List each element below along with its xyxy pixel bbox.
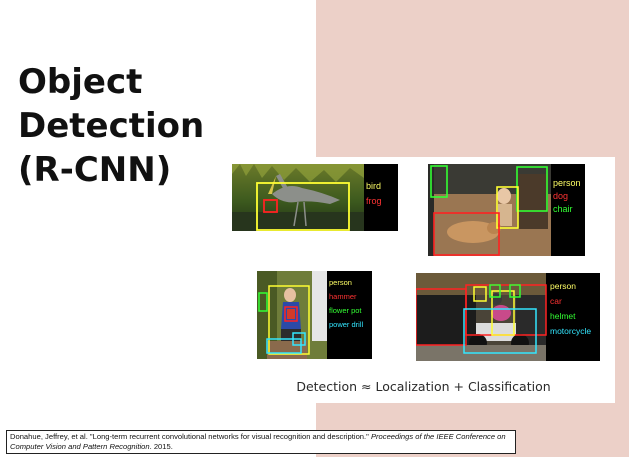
title-line-3: (R-CNN) (18, 150, 172, 190)
citation-journal: Proceedings of the IEEE Conference on Co… (10, 432, 506, 451)
label-frog: frog (366, 196, 382, 206)
label-car: car (550, 296, 562, 306)
detection-figure: bird frog person dog chair (232, 157, 615, 403)
title-line-2: Detection (18, 106, 205, 146)
example-motorcycle: person car helmet motorcycle (416, 273, 600, 361)
label-bird: bird (366, 181, 381, 191)
bird-scene-image: bird frog (232, 164, 398, 231)
title-line-1: Object (18, 62, 143, 102)
citation-text: Donahue, Jeffrey, et al. "Long-term recu… (10, 432, 371, 441)
example-person-hammer: person hammer flower pot power drill (257, 271, 372, 359)
label-chair: chair (553, 204, 573, 214)
label-flower-pot: flower pot (329, 306, 362, 315)
label-power-drill: power drill (329, 320, 364, 329)
slide-title: Object Detection (R-CNN) (18, 60, 238, 192)
label-helmet: helmet (550, 311, 576, 321)
motorcycle-scene-image: person car helmet motorcycle (416, 273, 600, 361)
figure-caption: Detection ≈ Localization + Classificatio… (296, 379, 551, 394)
label-dog: dog (553, 191, 568, 201)
hammer-scene-image: person hammer flower pot power drill (257, 271, 372, 359)
example-person-dog-chair: person dog chair (428, 164, 585, 256)
dog-scene-image: person dog chair (428, 164, 585, 256)
citation-box: Donahue, Jeffrey, et al. "Long-term recu… (6, 430, 516, 454)
example-bird-frog: bird frog (232, 164, 398, 231)
label-hammer: hammer (329, 292, 357, 301)
citation-year: . 2015. (149, 442, 173, 451)
label-person: person (329, 278, 352, 287)
label-motorcycle: motorcycle (550, 326, 591, 336)
label-person: person (550, 281, 576, 291)
label-person: person (553, 178, 581, 188)
